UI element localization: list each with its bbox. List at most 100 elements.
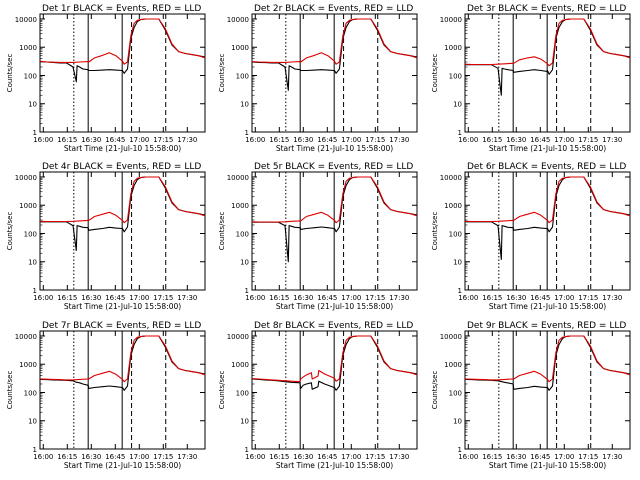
panel-title: Det 1r BLACK = Events, RED = LLD [42, 4, 201, 14]
y-tick-label: 100 [449, 389, 462, 397]
x-tick-label: 16:15 [482, 136, 502, 144]
y-tick-label: 1000 [231, 44, 249, 52]
x-tick-label: 16:15 [57, 136, 77, 144]
x-tick-label: 17:15 [365, 136, 385, 144]
panel-title: Det 7r BLACK = Events, RED = LLD [42, 321, 201, 331]
y-tick-label: 1000 [231, 361, 249, 369]
x-tick-label: 16:45 [105, 136, 125, 144]
y-tick-label: 1 [245, 129, 249, 137]
detector-panel: Det 4r BLACK = Events, RED = LLD 1 10 100 10… [6, 162, 206, 311]
y-tick-label: 10 [28, 259, 37, 267]
y-tick-label: 1000 [231, 202, 249, 210]
lld-series-line [251, 18, 418, 65]
x-tick-label: 16:45 [317, 453, 337, 461]
y-tick-label: 1 [458, 446, 462, 454]
x-tick-label: 16:45 [317, 136, 337, 144]
x-axis-label: Start Time (21-Jul-10 15:58:00) [64, 302, 181, 311]
panel-title: Det 4r BLACK = Events, RED = LLD [42, 162, 201, 172]
panel-title: Det 6r BLACK = Events, RED = LLD [467, 162, 626, 172]
detector-panel: Det 6r BLACK = Events, RED = LLD 1 10 100 10… [431, 162, 631, 311]
detector-panel: Det 8r BLACK = Events, RED = LLD 1 10 100 10… [218, 321, 418, 470]
y-tick-label: 1 [245, 287, 249, 295]
x-tick-label: 16:30 [81, 136, 101, 144]
x-tick-label: 17:30 [177, 453, 197, 461]
y-tick-label: 10000 [440, 174, 462, 182]
x-tick-label: 17:30 [602, 294, 622, 302]
y-axis-label: Counts/sec [218, 54, 226, 93]
x-tick-label: 16:15 [482, 453, 502, 461]
x-tick-label: 16:30 [506, 136, 526, 144]
x-tick-label: 16:00 [458, 136, 478, 144]
y-tick-label: 100 [24, 230, 37, 238]
x-tick-label: 16:45 [105, 294, 125, 302]
y-tick-label: 100 [24, 389, 37, 397]
x-tick-label: 16:45 [317, 294, 337, 302]
detector-panel: Det 7r BLACK = Events, RED = LLD 1 10 100 10… [6, 321, 206, 470]
panel-title: Det 5r BLACK = Events, RED = LLD [254, 162, 413, 172]
y-axis-label: Counts/sec [6, 54, 14, 93]
x-axis-label: Start Time (21-Jul-10 15:58:00) [489, 461, 606, 470]
y-axis-label: Counts/sec [6, 371, 14, 410]
y-tick-label: 10 [453, 101, 462, 109]
y-tick-label: 10000 [440, 16, 462, 24]
x-axis-label: Start Time (21-Jul-10 15:58:00) [489, 144, 606, 153]
x-tick-label: 17:00 [129, 453, 149, 461]
panel-title: Det 9r BLACK = Events, RED = LLD [467, 321, 626, 331]
y-tick-label: 10 [240, 418, 249, 426]
y-tick-label: 10000 [227, 333, 249, 341]
x-tick-label: 16:15 [269, 294, 289, 302]
x-tick-label: 16:30 [293, 453, 313, 461]
x-tick-label: 17:30 [389, 453, 409, 461]
y-tick-label: 10000 [15, 333, 37, 341]
x-tick-label: 17:00 [341, 136, 361, 144]
y-tick-label: 1 [33, 287, 37, 295]
x-tick-label: 17:30 [177, 294, 197, 302]
x-axis-label: Start Time (21-Jul-10 15:58:00) [489, 302, 606, 311]
y-tick-label: 1000 [444, 202, 462, 210]
detector-panel: Det 2r BLACK = Events, RED = LLD 1 10 100 10… [218, 4, 418, 153]
y-axis-label: Counts/sec [6, 212, 14, 251]
x-tick-label: 17:15 [578, 453, 598, 461]
y-axis-label: Counts/sec [431, 371, 439, 410]
y-tick-label: 10000 [15, 16, 37, 24]
y-tick-label: 10 [453, 418, 462, 426]
x-tick-label: 16:45 [105, 453, 125, 461]
y-tick-label: 1 [458, 129, 462, 137]
x-tick-label: 16:00 [245, 294, 265, 302]
x-tick-label: 17:15 [365, 453, 385, 461]
x-tick-label: 17:00 [554, 453, 574, 461]
detector-panel: Det 3r BLACK = Events, RED = LLD 1 10 100 10… [431, 4, 631, 153]
y-axis-label: Counts/sec [431, 212, 439, 251]
lld-series-line [251, 176, 418, 224]
detector-panel: Det 5r BLACK = Events, RED = LLD 1 10 100 10… [218, 162, 418, 311]
x-tick-label: 16:30 [81, 453, 101, 461]
x-tick-label: 17:30 [389, 136, 409, 144]
x-tick-label: 16:00 [33, 136, 53, 144]
x-tick-label: 17:00 [129, 294, 149, 302]
y-tick-label: 1000 [19, 361, 37, 369]
x-tick-label: 17:15 [153, 136, 173, 144]
x-tick-label: 16:15 [269, 136, 289, 144]
x-tick-label: 16:15 [57, 453, 77, 461]
y-tick-label: 1 [458, 287, 462, 295]
x-tick-label: 17:15 [578, 136, 598, 144]
y-tick-label: 1000 [19, 202, 37, 210]
y-axis-label: Counts/sec [218, 371, 226, 410]
x-tick-label: 16:30 [293, 294, 313, 302]
detector-panel: Det 1r BLACK = Events, RED = LLD 1 10 100 10… [6, 4, 206, 153]
x-axis-label: Start Time (21-Jul-10 15:58:00) [276, 461, 393, 470]
x-axis-label: Start Time (21-Jul-10 15:58:00) [276, 144, 393, 153]
y-tick-label: 10000 [227, 16, 249, 24]
y-tick-label: 10000 [440, 333, 462, 341]
x-tick-label: 17:00 [129, 136, 149, 144]
x-axis-label: Start Time (21-Jul-10 15:58:00) [276, 302, 393, 311]
x-tick-label: 17:00 [341, 453, 361, 461]
x-tick-label: 17:15 [365, 294, 385, 302]
x-tick-label: 16:00 [245, 136, 265, 144]
y-tick-label: 10 [240, 259, 249, 267]
y-tick-label: 1000 [19, 44, 37, 52]
detector-panel: Det 9r BLACK = Events, RED = LLD 1 10 100 10… [431, 321, 631, 470]
y-tick-label: 1000 [444, 44, 462, 52]
x-tick-label: 16:15 [57, 294, 77, 302]
lld-series-line [464, 18, 631, 67]
